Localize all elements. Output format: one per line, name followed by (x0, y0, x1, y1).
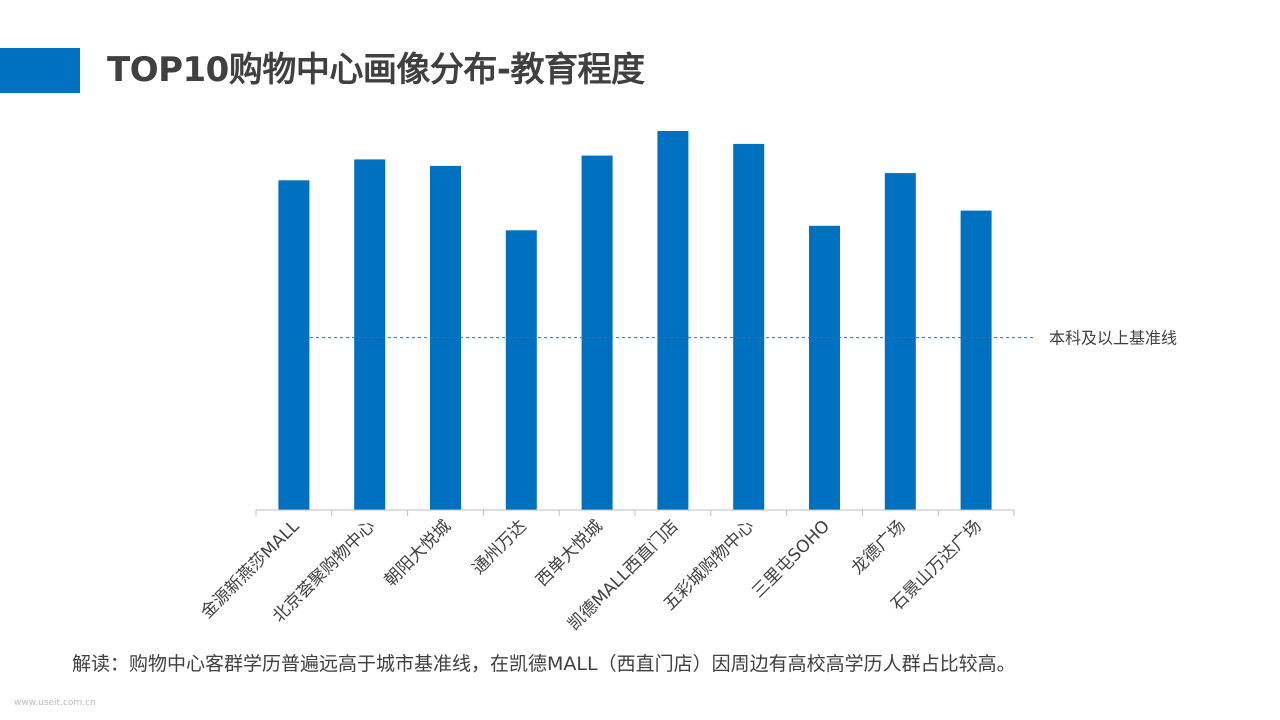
x-tick-label: 朝阳大悦城 (381, 516, 455, 590)
x-tick-label: 通州万达 (469, 516, 531, 578)
x-tick-label: 三里屯SOHO (748, 516, 834, 602)
bar (809, 225, 840, 511)
x-tick-label: 龙德广场 (848, 516, 910, 578)
bar (354, 159, 386, 510)
bar (581, 155, 613, 510)
watermark: www.useit.com.cn (14, 698, 96, 708)
title-accent-bar (0, 48, 80, 93)
x-tick-label: 西单大悦城 (532, 516, 606, 590)
bar (960, 210, 992, 510)
page-title: TOP10购物中心画像分布-教育程度 (107, 50, 645, 90)
interpretation-note: 解读：购物中心客群学历普遍远高于城市基准线，在凯德MALL（西直门店）因周边有高… (72, 653, 1016, 675)
baseline-label: 本科及以上基准线 (1049, 329, 1177, 348)
bar (657, 131, 689, 510)
bar (733, 143, 765, 510)
bars-group (278, 131, 992, 511)
bar (505, 230, 537, 511)
bar (884, 173, 916, 510)
bar (278, 180, 310, 511)
x-axis-ticks (255, 510, 1015, 516)
